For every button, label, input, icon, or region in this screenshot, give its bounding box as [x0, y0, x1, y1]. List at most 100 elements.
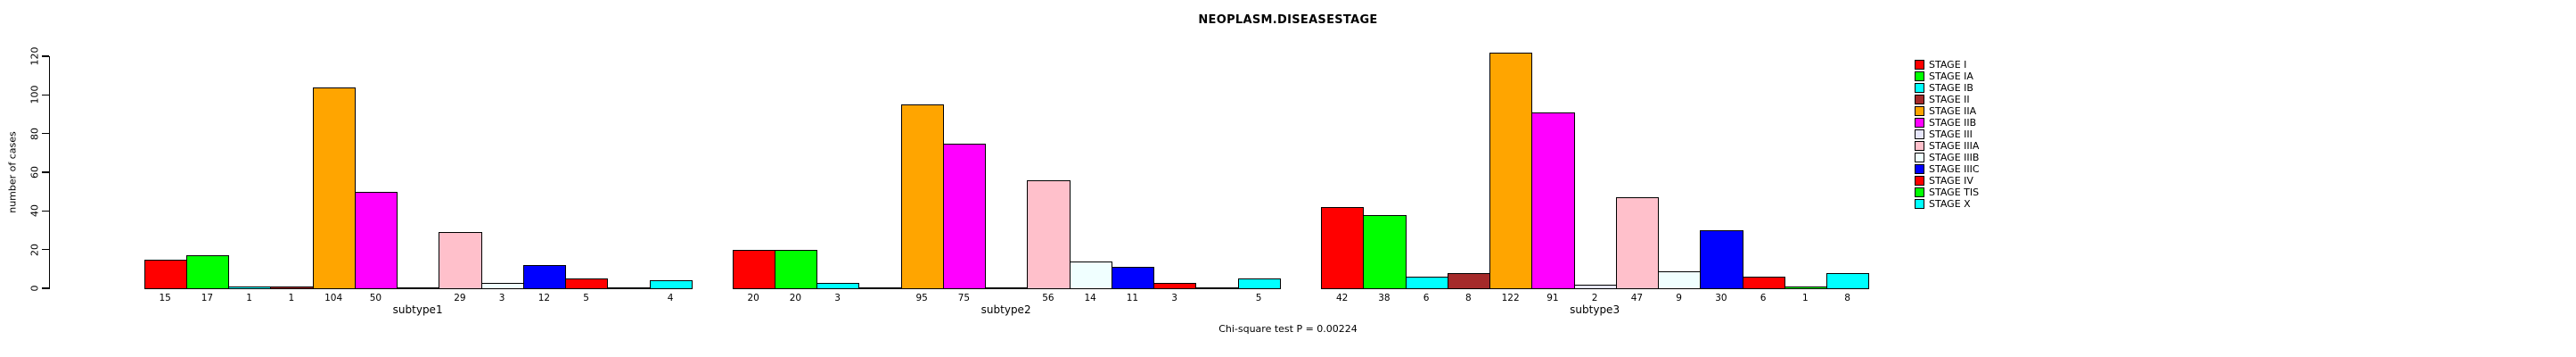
legend: STAGE I STAGE IA STAGE IB STAGE II STAGE IIA… — [1915, 59, 1980, 210]
legend-swatch-icon — [1915, 187, 1924, 197]
bar-stage-ii — [1447, 272, 1490, 289]
bar-value-label: 91 — [1546, 293, 1559, 303]
bar-stage-iv — [1153, 282, 1197, 289]
legend-swatch-icon — [1915, 83, 1924, 93]
bar-value-label: 104 — [324, 293, 343, 303]
bar-value-label: 75 — [957, 293, 971, 303]
bar-stage-ia — [774, 249, 817, 289]
bar-stage-iiia — [439, 232, 482, 289]
bar-value-label: 1 — [288, 293, 295, 303]
bar-stage-iiib — [1069, 261, 1112, 289]
bar-value-label: 8 — [1844, 293, 1850, 303]
legend-swatch-icon — [1915, 71, 1924, 81]
bar-stage-x — [649, 280, 693, 289]
bar-stage-x — [1237, 278, 1281, 289]
legend-label: STAGE III — [1929, 129, 1973, 140]
bar-stage-iiia — [1615, 197, 1659, 289]
bar-value-label: 1 — [246, 293, 252, 303]
bar-stage-ia — [1363, 214, 1407, 289]
y-tick-label: 100 — [29, 85, 41, 104]
bar-stage-iiic — [522, 265, 566, 289]
bar-value-label: 2 — [1591, 293, 1598, 303]
y-tick-mark — [41, 132, 49, 135]
bar-value-label: 42 — [1335, 293, 1349, 303]
bar-value-label: 9 — [1676, 293, 1682, 303]
legend-item: STAGE IIB — [1915, 117, 1980, 129]
legend-item: STAGE IIIC — [1915, 163, 1980, 175]
bar-value-label: 17 — [201, 293, 214, 303]
legend-swatch-icon — [1915, 176, 1924, 186]
y-tick-label: 80 — [29, 127, 41, 140]
bar-stage-ib — [1405, 277, 1448, 289]
bar-stage-iia — [312, 87, 356, 289]
legend-label: STAGE II — [1929, 94, 1970, 105]
y-tick-label: 0 — [29, 285, 41, 292]
legend-label: STAGE IV — [1929, 175, 1973, 187]
y-tick-mark — [41, 287, 49, 289]
bar-value-label: 20 — [747, 293, 759, 303]
bar-stage-i — [144, 259, 187, 289]
legend-label: STAGE IA — [1929, 71, 1973, 82]
bar-stage-ib — [816, 282, 860, 289]
x-category-label: subtype3 — [1570, 303, 1620, 316]
bar-stage-iib — [354, 191, 398, 289]
bar-stage-ia — [185, 255, 229, 289]
bar-value-label: 4 — [667, 293, 674, 303]
bar-stage-iii — [1573, 284, 1617, 289]
chart-title: NEOPLASM.DISEASESTAGE — [1198, 13, 1378, 27]
legend-swatch-icon — [1915, 106, 1924, 116]
bar-value-label: 6 — [1423, 293, 1430, 303]
bar-stage-i — [732, 249, 775, 289]
legend-item: STAGE TIS — [1915, 187, 1980, 198]
bar-value-label: 12 — [537, 293, 551, 303]
legend-label: STAGE IIB — [1929, 117, 1977, 129]
bar-value-label: 3 — [834, 293, 841, 303]
bar-value-label: 3 — [1171, 293, 1177, 303]
y-tick-mark — [41, 171, 49, 173]
y-tick-mark — [41, 248, 49, 251]
legend-label: STAGE IIIA — [1929, 140, 1980, 152]
bar-value-label: 38 — [1378, 293, 1391, 303]
bar-value-label: 30 — [1715, 293, 1727, 303]
legend-swatch-icon — [1915, 129, 1924, 139]
legend-swatch-icon — [1915, 60, 1924, 70]
chi-square-footnote: Chi-square test P = 0.00224 — [1218, 323, 1358, 335]
bar-value-label: 122 — [1501, 293, 1520, 303]
legend-label: STAGE IIIB — [1929, 152, 1980, 163]
bar-stage-iia — [1489, 52, 1533, 289]
legend-label: STAGE IIA — [1929, 105, 1977, 117]
bar-value-label: 50 — [369, 293, 382, 303]
legend-swatch-icon — [1915, 141, 1924, 151]
legend-item: STAGE IIIA — [1915, 140, 1980, 152]
y-tick-label: 40 — [29, 204, 41, 218]
bar-value-label: 14 — [1084, 293, 1096, 303]
bar-stage-ii — [270, 286, 314, 289]
legend-label: STAGE X — [1929, 198, 1971, 210]
legend-swatch-icon — [1915, 164, 1924, 174]
legend-item: STAGE I — [1915, 59, 1980, 71]
bar-value-label: 3 — [498, 293, 505, 303]
bar-stage-iv — [1742, 277, 1785, 289]
legend-swatch-icon — [1915, 118, 1924, 128]
bar-stage-iib — [1531, 112, 1575, 289]
legend-label: STAGE IIIC — [1929, 163, 1980, 175]
y-tick-label: 60 — [29, 166, 41, 178]
y-axis-line — [48, 55, 50, 289]
legend-item: STAGE IA — [1915, 71, 1980, 82]
y-tick-label: 120 — [29, 46, 41, 66]
bar-value-label: 6 — [1760, 293, 1767, 303]
y-tick-mark — [41, 94, 49, 96]
bar-value-label: 1 — [1802, 293, 1809, 303]
legend-item: STAGE III — [1915, 129, 1980, 140]
legend-swatch-icon — [1915, 199, 1924, 209]
y-axis-label: number of cases — [6, 131, 19, 213]
bar-value-label: 95 — [915, 293, 928, 303]
legend-item: STAGE IIIB — [1915, 152, 1980, 163]
x-baseline — [732, 287, 1280, 289]
bar-stage-iiia — [1027, 179, 1071, 289]
bar-value-label: 5 — [583, 293, 589, 303]
bar-stage-iiic — [1700, 230, 1743, 289]
legend-item: STAGE IB — [1915, 82, 1980, 94]
x-category-label: subtype2 — [980, 303, 1031, 316]
